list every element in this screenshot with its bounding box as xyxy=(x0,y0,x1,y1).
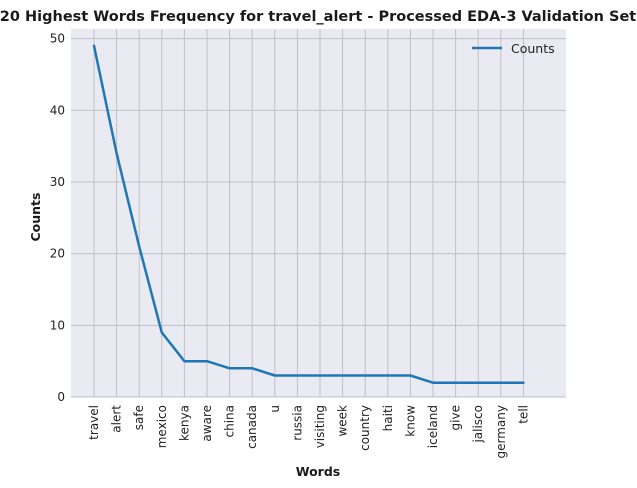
x-tick-label: russia xyxy=(290,405,304,441)
x-tick-label: canada xyxy=(245,405,259,449)
y-axis-label: Counts xyxy=(28,193,43,242)
x-tick-label: mexico xyxy=(155,405,169,448)
x-tick-label: aware xyxy=(200,405,214,442)
series-layer xyxy=(92,44,525,384)
x-tick-label: jalisco xyxy=(471,405,485,444)
y-tick-label: 30 xyxy=(50,175,65,189)
y-tick-labels: 0 10 20 30 40 50 xyxy=(50,32,65,404)
y-tick-label: 0 xyxy=(57,390,65,404)
x-tick-label: country xyxy=(358,405,372,451)
x-tick-label: u xyxy=(268,405,282,413)
y-tick-label: 10 xyxy=(50,318,65,332)
x-tick-label: china xyxy=(223,405,237,438)
x-tick-label: safe xyxy=(132,405,146,430)
x-axis-label: Words xyxy=(296,464,340,479)
x-tick-label: week xyxy=(336,405,350,437)
x-tick-label: travel xyxy=(87,405,101,440)
x-tick-label: iceland xyxy=(426,405,440,448)
x-tick-label: germany xyxy=(494,405,508,458)
x-tick-label: give xyxy=(449,405,463,430)
legend-label: Counts xyxy=(511,41,555,56)
legend: Counts xyxy=(472,41,555,56)
plot-area xyxy=(71,29,566,397)
series-line xyxy=(92,44,525,384)
grid-lines xyxy=(71,29,566,398)
y-tick-label: 20 xyxy=(50,247,65,261)
x-tick-label: know xyxy=(403,405,417,437)
x-tick-label: tell xyxy=(516,405,530,424)
x-tick-labels: travel alert safe mexico kenya aware china cana… xyxy=(87,405,530,459)
chart-title: 20 Highest Words Frequency for travel_al… xyxy=(0,9,636,25)
y-tick-label: 50 xyxy=(50,32,65,46)
y-tick-label: 40 xyxy=(50,103,65,117)
x-tick-label: visiting xyxy=(313,405,327,448)
x-tick-label: kenya xyxy=(177,405,191,441)
x-tick-label: haiti xyxy=(381,405,395,431)
x-tick-label: alert xyxy=(110,405,124,433)
